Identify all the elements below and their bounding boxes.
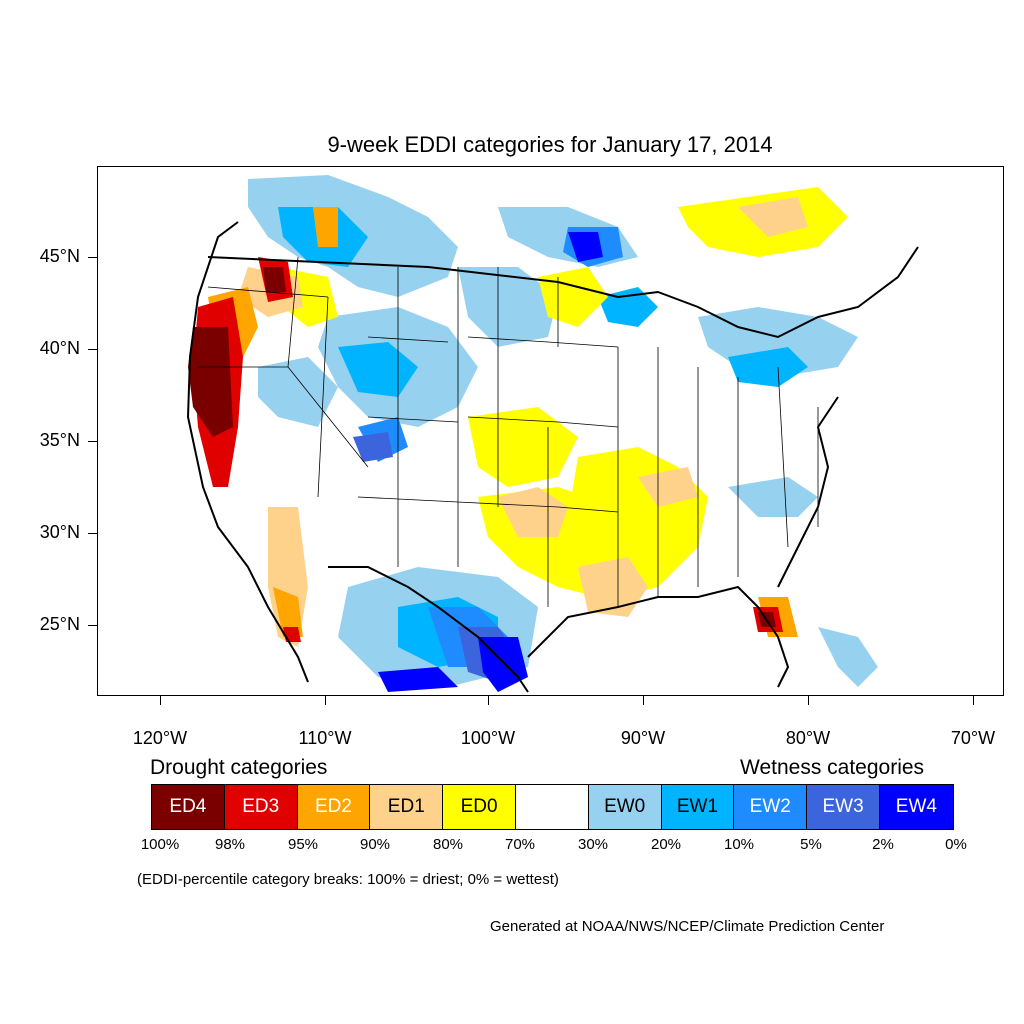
breaks-note: (EDDI-percentile category breaks: 100% =…: [137, 871, 559, 888]
percent-break: 95%: [287, 836, 319, 853]
lon-tick: [808, 696, 809, 705]
percent-break: 80%: [432, 836, 464, 853]
lat-tick: [88, 625, 97, 626]
legend-cell-ed3: ED3: [224, 785, 298, 829]
percent-break: 30%: [577, 836, 609, 853]
lat-tick: [88, 441, 97, 442]
legend-cell-ew2: EW2: [734, 785, 808, 829]
lat-label-30: 30°N: [39, 522, 80, 542]
legend-cell-ed0: ED0: [443, 785, 516, 829]
eddi-map: [97, 166, 1004, 696]
lon-label-120: 120°W: [132, 728, 188, 748]
lat-label-40: 40°N: [39, 338, 80, 358]
map-title: 9-week EDDI categories for January 17, 2…: [327, 132, 773, 157]
legend-cell-ed2: ED2: [297, 785, 371, 829]
map-canvas: [186, 175, 919, 693]
legend-cell-ew3: EW3: [807, 785, 880, 829]
lon-tick: [973, 696, 974, 705]
legend-cell-ew4: EW4: [879, 785, 953, 829]
drought-heading: Drought categories: [150, 756, 328, 779]
percent-break: 70%: [504, 836, 536, 853]
lon-tick: [325, 696, 326, 705]
percent-break: 90%: [359, 836, 391, 853]
percent-break: 0%: [945, 836, 967, 853]
lon-label-90: 90°W: [620, 728, 666, 748]
lon-tick: [488, 696, 489, 705]
us-outline: [186, 221, 919, 693]
legend-cell-ew1: EW1: [661, 785, 735, 829]
legend-cell-ed4: ED4: [152, 785, 225, 829]
legend-cell-ew0: EW0: [588, 785, 662, 829]
lon-label-100: 100°W: [460, 728, 516, 748]
lat-tick: [88, 533, 97, 534]
lon-label-70: 70°W: [950, 728, 996, 748]
legend-bar: ED4 ED3 ED2 ED1 ED0 EW0 EW1 EW2 EW3 EW4: [151, 784, 954, 830]
legend-cell-neutral: [515, 785, 589, 829]
lat-tick: [88, 257, 97, 258]
legend-cell-ed1: ED1: [370, 785, 444, 829]
lon-label-80: 80°W: [785, 728, 831, 748]
lon-tick: [160, 696, 161, 705]
percent-break: 10%: [723, 836, 755, 853]
lat-label-35: 35°N: [39, 430, 80, 450]
wetness-heading: Wetness categories: [740, 756, 925, 779]
percent-break: 20%: [650, 836, 682, 853]
ed4-regions: [188, 267, 776, 627]
credit-text: Generated at NOAA/NWS/NCEP/Climate Predi…: [490, 918, 885, 935]
lon-label-110: 110°W: [298, 728, 352, 748]
lat-label-45: 45°N: [39, 246, 80, 266]
percent-break: 98%: [214, 836, 246, 853]
percent-break: 5%: [800, 836, 822, 853]
percent-break: 2%: [872, 836, 894, 853]
percent-break: 100%: [140, 836, 180, 853]
lat-tick: [88, 349, 97, 350]
state-boundaries: [198, 256, 819, 607]
lat-label-25: 25°N: [39, 614, 80, 634]
lon-tick: [643, 696, 644, 705]
